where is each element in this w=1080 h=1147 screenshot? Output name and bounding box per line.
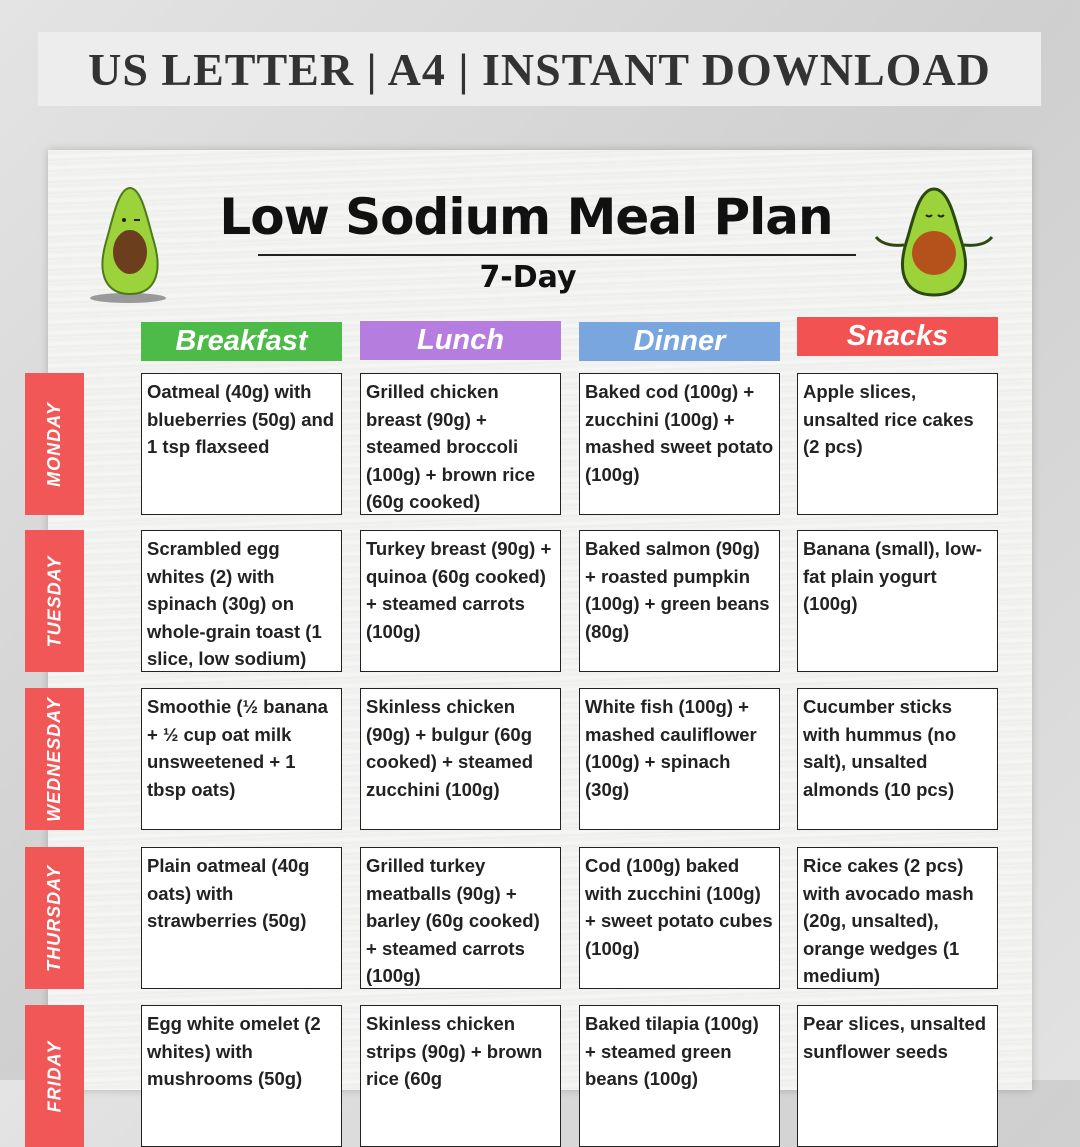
day-label-thursday: THURSDAY [25, 847, 84, 989]
column-header-lunch: Lunch [360, 321, 561, 360]
day-text: THURSDAY [44, 864, 65, 972]
meal-cell-breakfast: Egg white omelet (2 whites) with mushroo… [141, 1005, 342, 1147]
meal-cell-snacks: Banana (small), low-fat plain yogurt (10… [797, 530, 998, 672]
meal-cell-lunch: Skinless chicken strips (90g) + brown ri… [360, 1005, 561, 1147]
meal-cell-breakfast: Scrambled egg whites (2) with spinach (3… [141, 530, 342, 672]
day-label-tuesday: TUESDAY [25, 530, 84, 672]
meal-cell-snacks: Pear slices, unsalted sunflower seeds [797, 1005, 998, 1147]
day-label-monday: MONDAY [25, 373, 84, 515]
day-text: FRIDAY [44, 1040, 65, 1112]
day-text: TUESDAY [44, 555, 64, 647]
meal-cell-lunch: Turkey breast (90g) + quinoa (60g cooked… [360, 530, 561, 672]
day-label-friday: FRIDAY [25, 1005, 84, 1147]
meal-cell-dinner: Baked tilapia (100g) + steamed green bea… [579, 1005, 780, 1147]
meal-cell-dinner: Baked salmon (90g) + roasted pumpkin (10… [579, 530, 780, 672]
column-header-snacks: Snacks [797, 317, 998, 356]
meal-cell-lunch: Skinless chicken (90g) + bulgur (60g coo… [360, 688, 561, 830]
meal-cell-lunch: Grilled turkey meatballs (90g) + barley … [360, 847, 561, 989]
meal-cell-breakfast: Plain oatmeal (40g oats) with strawberri… [141, 847, 342, 989]
meal-cell-lunch: Grilled chicken breast (90g) + steamed b… [360, 373, 561, 515]
page-subtitle: 7-Day [479, 260, 577, 295]
meditating-avocado-icon [874, 187, 994, 297]
meal-cell-dinner: Cod (100g) baked with zucchini (100g) + … [579, 847, 780, 989]
column-header-breakfast: Breakfast [141, 322, 342, 361]
winking-avocado-icon [90, 186, 166, 303]
meal-cell-snacks: Cucumber sticks with hummus (no salt), u… [797, 688, 998, 830]
meal-cell-dinner: White fish (100g) + mashed cauliflower (… [579, 688, 780, 830]
meal-cell-dinner: Baked cod (100g) + zucchini (100g) + mas… [579, 373, 780, 515]
meal-cell-snacks: Rice cakes (2 pcs) with avocado mash (20… [797, 847, 998, 989]
meal-cell-breakfast: Oatmeal (40g) with blueberries (50g) and… [141, 373, 342, 515]
day-text: MONDAY [44, 401, 65, 487]
format-banner: US LETTER | A4 | INSTANT DOWNLOAD [38, 32, 1041, 106]
day-text: WEDNESDAY [44, 696, 64, 822]
meal-cell-snacks: Apple slices, unsalted rice cakes (2 pcs… [797, 373, 998, 515]
day-label-wednesday: WEDNESDAY [25, 688, 84, 830]
page-title: Low Sodium Meal Plan [219, 188, 833, 246]
meal-cell-breakfast: Smoothie (½ banana + ½ cup oat milk unsw… [141, 688, 342, 830]
title-divider [258, 254, 856, 256]
column-header-dinner: Dinner [579, 322, 780, 361]
